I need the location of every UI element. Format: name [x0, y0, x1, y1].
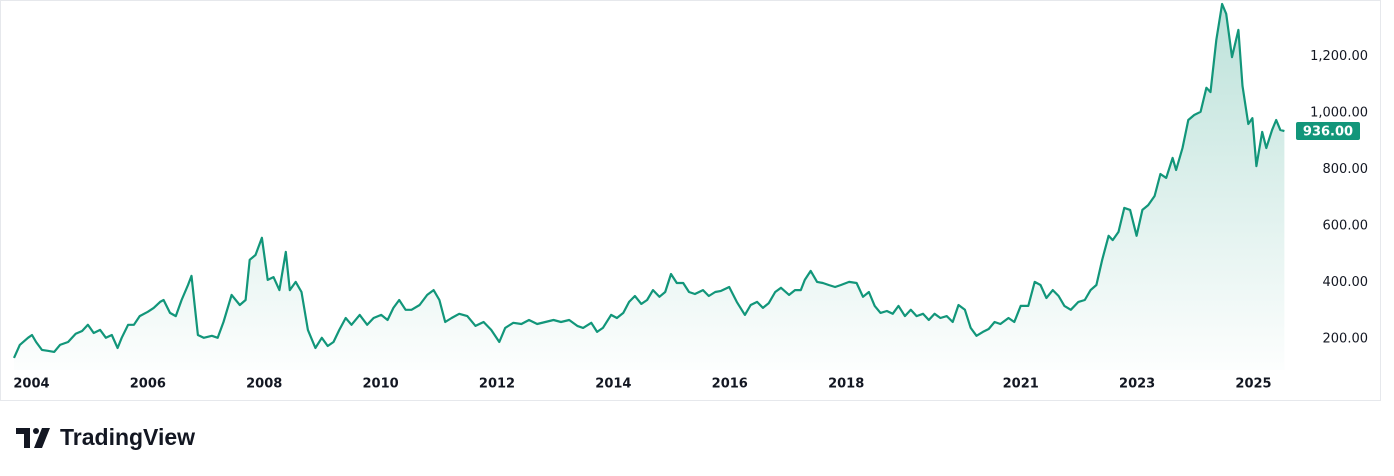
y-tick-label: 400.00 [1323, 275, 1369, 290]
x-tick-label: 2004 [13, 377, 49, 392]
last-price-label: 936.00 [1303, 125, 1353, 140]
x-tick-label: 2010 [363, 377, 399, 392]
y-tick-label: 800.00 [1323, 162, 1369, 177]
y-tick-label: 1,200.00 [1310, 49, 1368, 64]
x-tick-label: 2008 [246, 377, 282, 392]
x-tick-label: 2012 [479, 377, 515, 392]
y-tick-label: 600.00 [1323, 218, 1369, 233]
logo-icon [33, 428, 39, 434]
x-tick-label: 2025 [1235, 377, 1271, 392]
last-price-tag [1296, 122, 1360, 141]
x-tick-label: 2021 [1003, 377, 1039, 392]
brand-name: TradingView [60, 424, 195, 450]
price-line [12, 2, 1285, 359]
x-tick-label: 2014 [595, 377, 631, 392]
x-tick-label: 2006 [130, 377, 166, 392]
chart-frame [0, 0, 1381, 401]
x-tick-label: 2016 [712, 377, 748, 392]
x-tick-label: 2018 [828, 377, 864, 392]
logo-icon [16, 428, 30, 448]
logo-icon [34, 428, 50, 448]
y-tick-label: 200.00 [1323, 331, 1369, 346]
logo: TradingView [16, 424, 195, 450]
y-tick-label: 1,000.00 [1310, 105, 1368, 120]
area-fill [14, 4, 1285, 370]
x-tick-label: 2023 [1119, 377, 1155, 392]
